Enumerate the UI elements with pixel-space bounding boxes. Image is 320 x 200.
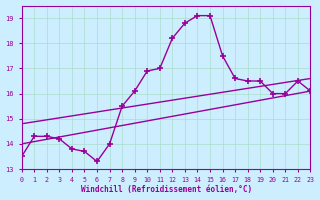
X-axis label: Windchill (Refroidissement éolien,°C): Windchill (Refroidissement éolien,°C): [81, 185, 252, 194]
